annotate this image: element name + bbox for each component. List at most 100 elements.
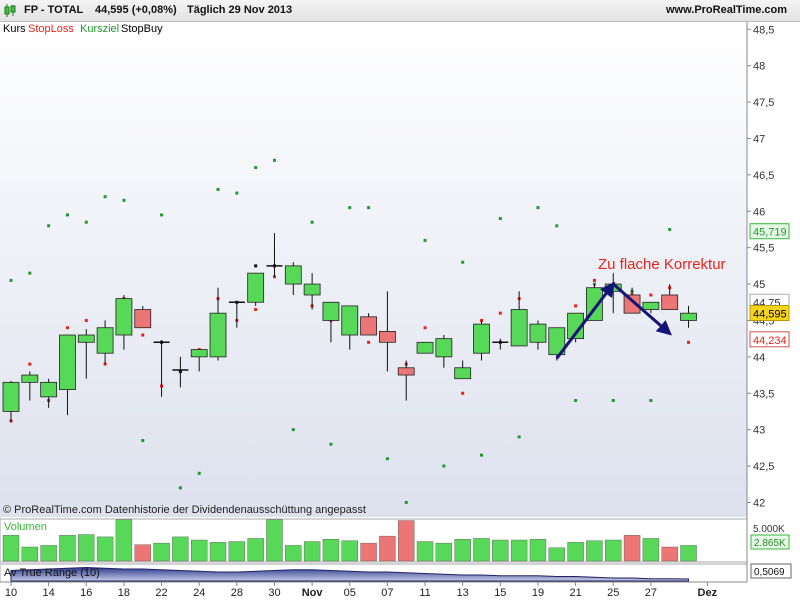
candle-body <box>115 298 133 336</box>
ytick-label: 42 <box>753 497 765 509</box>
stoploss-dot <box>687 340 691 344</box>
volume-bar <box>567 542 584 562</box>
candle-body <box>341 305 359 336</box>
trend-arrow <box>555 281 616 360</box>
atr-current-box <box>750 563 792 579</box>
ytick-label: 47,5 <box>753 97 774 109</box>
target-price-box <box>749 223 790 240</box>
volume-bar <box>172 536 189 562</box>
candle-body <box>77 334 95 343</box>
xtick-label: 18 <box>118 587 130 599</box>
candle-body <box>134 309 152 329</box>
volume-bar <box>473 538 490 562</box>
volume-bar <box>78 534 95 562</box>
stoploss-dot <box>592 278 596 282</box>
kursziel-dot <box>197 471 201 475</box>
xtick-label: 14 <box>43 587 55 599</box>
current-price-box <box>749 305 790 322</box>
candles <box>2 233 697 423</box>
kursziel-dot <box>498 217 502 221</box>
stoploss-dot <box>254 308 258 312</box>
stopbuy-dot <box>254 264 258 268</box>
legend: Kurs StopLoss Kursziel StopBuy <box>3 23 163 35</box>
ytick-label: 46,5 <box>753 170 774 182</box>
volume-bar <box>266 519 283 562</box>
ytick-label: 45,5 <box>753 243 774 255</box>
kursziel-dot <box>272 158 276 162</box>
candle-body <box>661 294 679 310</box>
xtick-label: 15 <box>494 587 506 599</box>
xtick-label: 07 <box>381 587 393 599</box>
candle-body <box>529 323 547 343</box>
xtick-label: 21 <box>569 587 581 599</box>
kursziel-dot <box>517 435 521 439</box>
volume-bar <box>586 540 603 562</box>
xtick-label: Nov <box>302 587 324 599</box>
price-panel-background <box>0 22 747 517</box>
candlestick-logo-icon <box>4 4 16 17</box>
time-axis: 10 14 16 18 22 24 28 30 Nov 05 07 11 13 15 19 21 25 27 Dez <box>5 582 718 599</box>
period-date: Täglich 29 Nov 2013 <box>187 4 293 16</box>
volume-bar <box>209 542 227 562</box>
candle-body <box>21 374 39 383</box>
candle-body <box>209 312 227 358</box>
legend-stopbuy: StopBuy <box>121 23 163 35</box>
ytick-label: 43,5 <box>753 388 774 400</box>
ytick-label: 48,5 <box>753 24 774 36</box>
candle-body <box>416 341 434 354</box>
ytick-label: 43 <box>753 425 765 437</box>
kursziel-dot <box>291 428 295 432</box>
kursziel-dot <box>28 271 32 275</box>
volume-bar <box>115 519 133 562</box>
candle-body <box>567 312 584 340</box>
stoploss-dot <box>423 326 427 330</box>
volume-axis-top: 5.000K <box>753 524 785 535</box>
kursziel-dot <box>461 260 465 264</box>
stoploss-dot <box>498 311 502 315</box>
xtick-label: 19 <box>532 587 544 599</box>
kursziel-dot <box>649 399 653 403</box>
xtick-label: 10 <box>5 587 17 599</box>
ytick-label: 46 <box>753 206 765 218</box>
symbol-title: FP - TOTAL <box>24 4 84 16</box>
xtick-label: 25 <box>607 587 619 599</box>
candle-body <box>548 327 566 356</box>
volume-bar <box>605 539 622 562</box>
xtick-label: 27 <box>645 587 657 599</box>
footer-note: © ProRealTime.com Datenhistorie der Divi… <box>3 504 366 516</box>
kursziel-dot <box>216 187 220 191</box>
candle-body <box>247 272 265 303</box>
volume-bar <box>642 538 660 562</box>
volume-bar <box>661 546 678 562</box>
volume-bar <box>2 535 20 562</box>
kursziel-dot <box>84 220 88 224</box>
stoploss-dot <box>649 293 653 297</box>
kursziel-dot <box>423 238 427 242</box>
xtick-label: 13 <box>457 587 469 599</box>
candle-body <box>510 309 528 347</box>
trend-arrow <box>612 282 672 336</box>
atr-area <box>10 566 690 582</box>
candle-body <box>623 294 641 314</box>
stoploss-dot <box>28 362 32 366</box>
volume-bar <box>21 546 39 562</box>
candle-body <box>322 301 340 321</box>
volume-bars <box>2 519 697 562</box>
candle-body <box>454 367 472 380</box>
kursziel-dot <box>122 198 126 202</box>
site-link[interactable]: www.ProRealTime.com <box>666 4 788 16</box>
volume-current-box <box>750 534 790 550</box>
stoploss-dot <box>574 304 578 308</box>
xtick-label: 05 <box>344 587 356 599</box>
volume-bar <box>285 545 302 562</box>
ytick-label: 42,5 <box>753 461 774 473</box>
volume-bar <box>416 541 434 562</box>
kursziel-dot <box>442 464 446 468</box>
volume-bar <box>680 545 697 562</box>
candle-body <box>435 338 453 358</box>
legend-kursziel: Kursziel <box>80 23 119 35</box>
candle-body <box>378 330 396 343</box>
candle-body <box>284 265 302 285</box>
